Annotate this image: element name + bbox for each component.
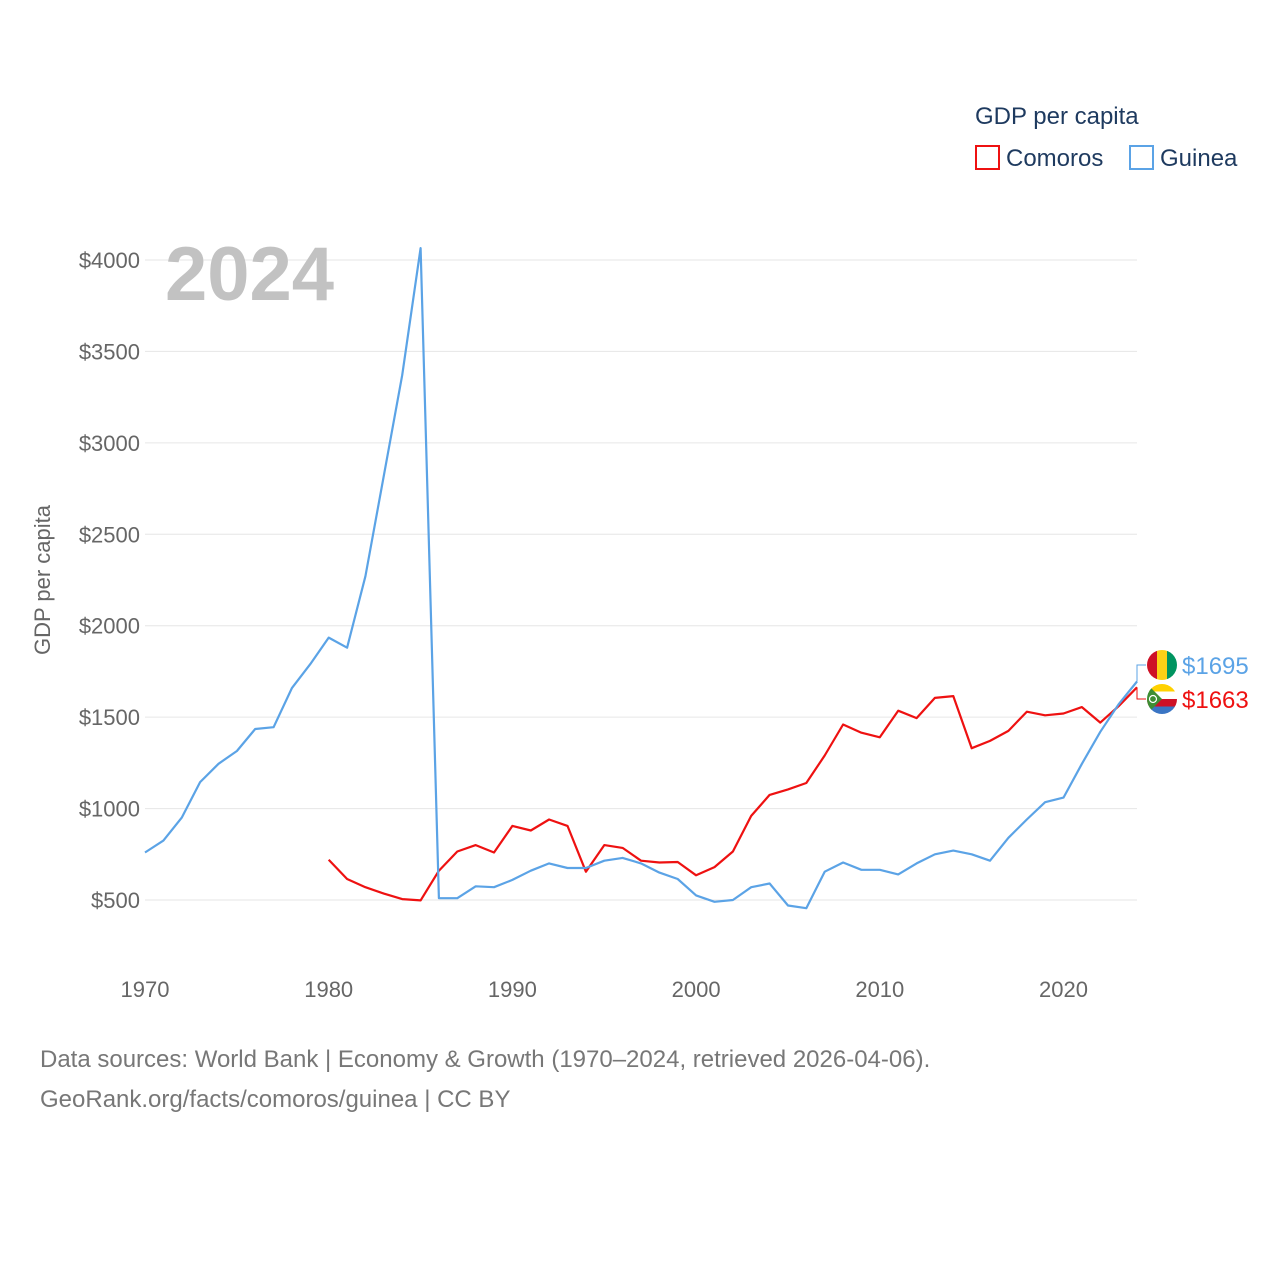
- y-tick-label: $1500: [79, 705, 140, 730]
- x-tick-label: 2000: [672, 977, 721, 1002]
- y-tick-label: $2500: [79, 522, 140, 547]
- y-tick-label: $500: [91, 888, 140, 913]
- end-value-guinea: $1695: [1182, 653, 1249, 680]
- comoros-flag-icon: [1147, 684, 1177, 714]
- gridlines: [145, 259, 1137, 901]
- x-tick-label: 1970: [121, 977, 170, 1002]
- source-line-1: Data sources: World Bank | Economy & Gro…: [40, 1046, 931, 1073]
- source-line-2[interactable]: GeoRank.org/facts/comoros/guinea | CC BY: [40, 1086, 511, 1113]
- y-axis: $500 $1000 $1500 $2000 $2500 $3000 $3500 $4000: [79, 248, 140, 913]
- y-tick-label: $2000: [79, 614, 140, 639]
- legend-label-comoros: Comoros: [1006, 145, 1103, 172]
- y-tick-label: $3500: [79, 339, 140, 364]
- end-connector: [1136, 687, 1146, 700]
- year-watermark: 2024: [165, 232, 334, 317]
- x-tick-label: 1990: [488, 977, 537, 1002]
- y-tick-label: $3000: [79, 431, 140, 456]
- x-tick-label: 2010: [855, 977, 904, 1002]
- series-lines: [144, 247, 1138, 910]
- end-connector: [1136, 664, 1146, 682]
- x-tick-label: 2020: [1039, 977, 1088, 1002]
- series-line-guinea: [144, 247, 1138, 910]
- y-tick-label: $4000: [79, 248, 140, 273]
- y-axis-label: GDP per capita: [30, 504, 55, 655]
- y-tick-label: $1000: [79, 797, 140, 822]
- end-labels: $1663 $1695: [1136, 650, 1249, 714]
- source-note: Data sources: World Bank | Economy & Gro…: [40, 1040, 930, 1120]
- legend-swatch-comoros: [975, 145, 1000, 170]
- guinea-flag-icon: [1147, 650, 1177, 680]
- series-line-comoros: [327, 686, 1138, 902]
- legend-title: GDP per capita: [975, 103, 1139, 130]
- legend: GDP per capita Comoros Guinea: [975, 103, 1238, 172]
- x-tick-label: 1980: [304, 977, 353, 1002]
- legend-swatch-guinea: [1129, 145, 1154, 170]
- end-value-comoros: $1663: [1182, 687, 1249, 714]
- legend-label-guinea: Guinea: [1160, 145, 1238, 172]
- x-axis: 1970 1980 1990 2000 2010 2020: [121, 977, 1088, 1002]
